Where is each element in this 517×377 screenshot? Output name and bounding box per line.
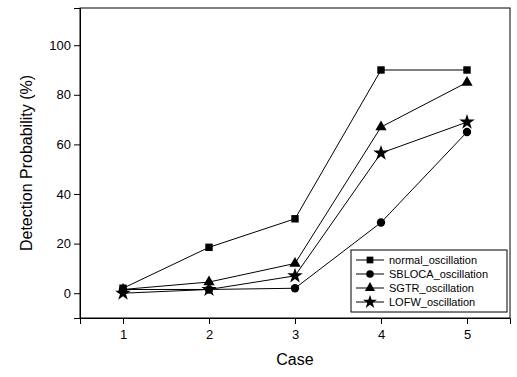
y-tick: 80	[57, 87, 80, 102]
legend-marker	[367, 257, 374, 264]
series-marker	[201, 281, 217, 296]
y-tick-label: 100	[49, 38, 71, 53]
series-marker	[373, 145, 389, 160]
series-marker	[463, 66, 470, 73]
x-tick-label: 5	[464, 327, 471, 342]
x-tick-mark	[381, 318, 382, 324]
legend-item: SBLOCA_oscillation	[356, 268, 488, 280]
x-axis: 1 2 3 4 5	[81, 318, 511, 342]
y-tick-label: 80	[57, 87, 71, 102]
series-marker	[287, 268, 303, 283]
x-axis-title: Case	[276, 351, 313, 368]
x-axis-line	[81, 319, 511, 325]
legend-label: LOFW_oscillation	[389, 296, 475, 308]
y-tick-mark	[74, 293, 80, 294]
series-marker	[459, 114, 475, 129]
y-axis-line	[74, 9, 81, 319]
legend-marker	[365, 282, 375, 291]
y-axis-title: Detection Probability (%)	[18, 75, 35, 251]
x-tick-mark	[467, 318, 468, 324]
legend-marker	[366, 270, 374, 278]
y-tick-label: 20	[57, 236, 71, 251]
legend-box	[351, 250, 507, 312]
plot-frame	[80, 8, 510, 318]
series-marker	[375, 121, 386, 131]
x-tick-label: 1	[120, 327, 127, 342]
x-tick-mark	[123, 318, 124, 324]
series-marker	[463, 128, 471, 136]
series-marker	[461, 76, 472, 86]
y-tick: 40	[57, 187, 80, 202]
x-tick-label: 4	[378, 327, 385, 342]
series-marker	[115, 285, 131, 300]
series-marker	[377, 66, 384, 73]
x-tick-mark	[295, 318, 296, 324]
series-marker	[289, 257, 300, 267]
x-tick: 3	[292, 318, 299, 342]
y-tick-mark	[74, 244, 80, 245]
series-marker	[291, 284, 299, 292]
y-tick-label: 40	[57, 187, 71, 202]
plot: 1 2 3 4 5 0 20 40 60 80 100 normal_oscillation SBLOC…	[49, 8, 510, 342]
chart: 1 2 3 4 5 0 20 40 60 80 100 normal_oscillation SBLOC…	[0, 0, 517, 377]
x-tick: 1	[120, 318, 127, 342]
legend: normal_oscillation SBLOCA_oscillation SGTR…	[351, 250, 507, 312]
x-tick: 4	[378, 318, 385, 342]
y-axis: 0 20 40 60 80 100	[49, 9, 80, 319]
legend-label: SGTR_oscillation	[389, 282, 474, 294]
legend-label: normal_oscillation	[389, 254, 477, 266]
legend-label: SBLOCA_oscillation	[389, 268, 488, 280]
x-tick-mark	[209, 318, 210, 324]
x-tick-label: 2	[206, 327, 213, 342]
x-tick: 2	[206, 318, 213, 342]
y-tick-label: 0	[64, 286, 71, 301]
y-tick-mark	[74, 95, 80, 96]
y-tick: 20	[57, 236, 80, 251]
series-marker	[291, 215, 298, 222]
y-tick-mark	[74, 144, 80, 145]
y-tick: 60	[57, 137, 80, 152]
legend-item: LOFW_oscillation	[356, 295, 475, 308]
x-tick: 5	[464, 318, 471, 342]
legend-item: SGTR_oscillation	[356, 282, 474, 294]
y-tick: 0	[64, 286, 80, 301]
y-tick: 100	[49, 38, 80, 53]
series-marker	[377, 218, 385, 226]
y-tick-mark	[74, 194, 80, 195]
y-tick-label: 60	[57, 137, 71, 152]
series-marker	[205, 244, 212, 251]
legend-marker	[363, 295, 377, 308]
legend-item: normal_oscillation	[356, 254, 477, 266]
x-tick-label: 3	[292, 327, 299, 342]
y-tick-mark	[74, 45, 80, 46]
